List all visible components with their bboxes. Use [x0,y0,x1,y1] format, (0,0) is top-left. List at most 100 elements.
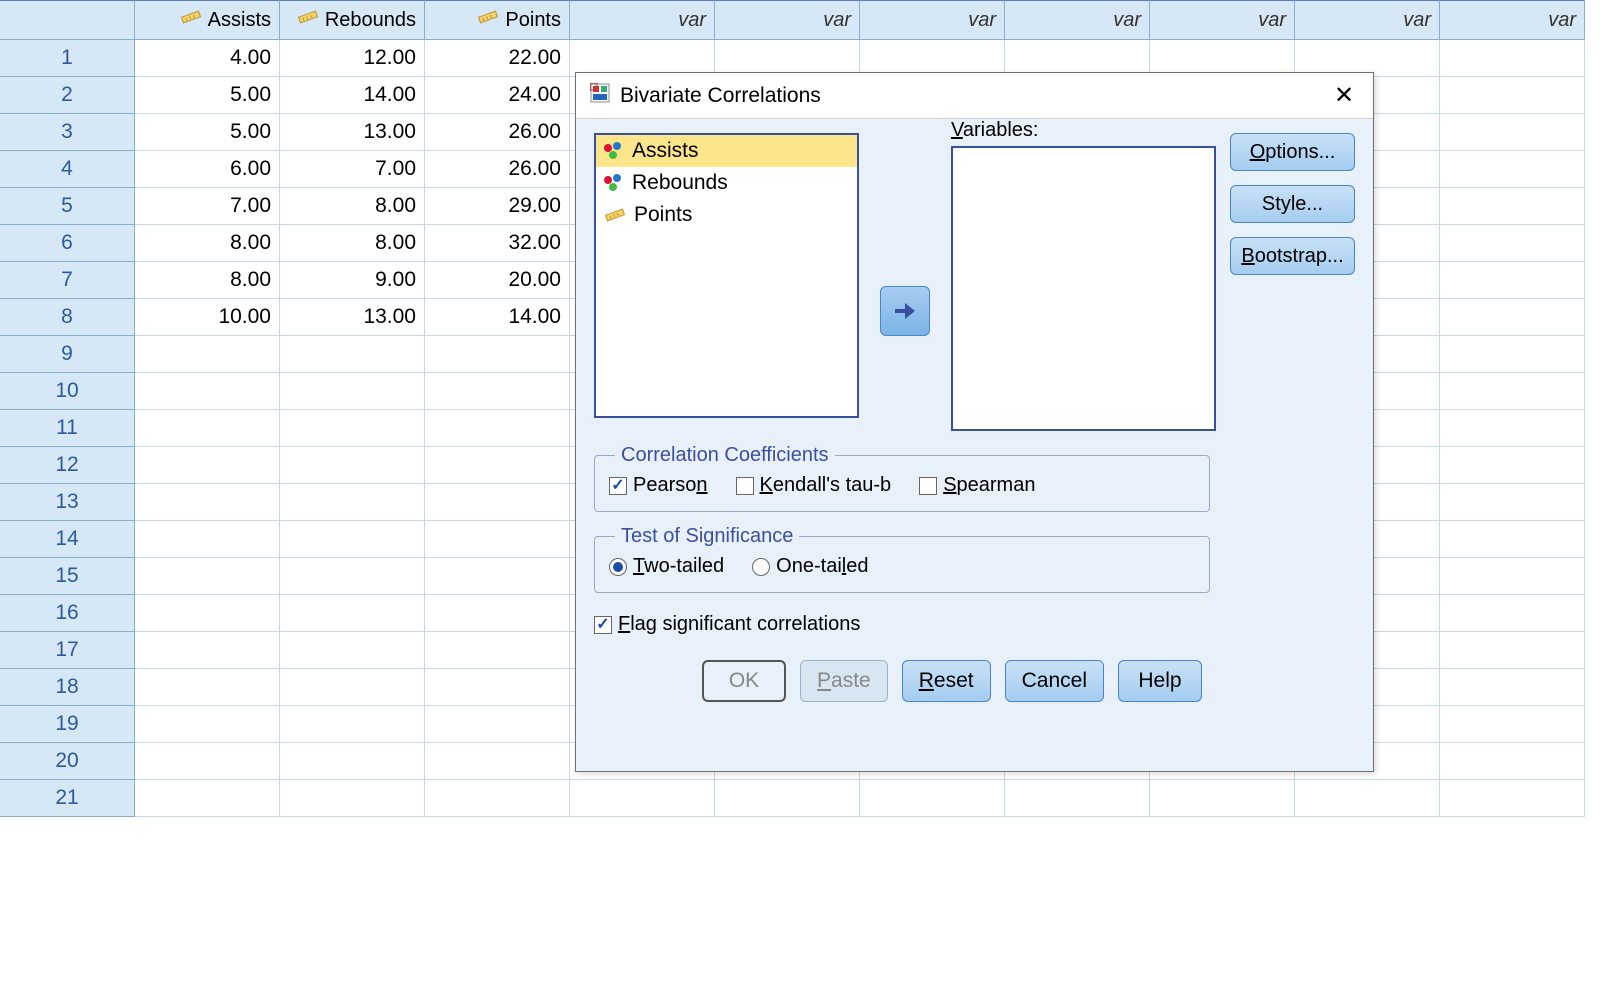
source-variable-list[interactable]: AssistsReboundsPoints [594,133,859,418]
cell[interactable] [860,780,1005,817]
cell[interactable] [425,410,570,447]
column-header[interactable]: Rebounds [280,0,425,40]
variable-item[interactable]: Assists [596,135,857,167]
cell[interactable] [425,484,570,521]
cell[interactable]: 4.00 [135,40,280,77]
cell[interactable] [425,706,570,743]
cell[interactable] [425,447,570,484]
row-header[interactable]: 1 [0,40,135,77]
cell[interactable] [1440,595,1585,632]
cell[interactable] [135,743,280,780]
column-header-empty[interactable]: var [570,0,715,40]
cell[interactable]: 26.00 [425,151,570,188]
column-header-empty[interactable]: var [1005,0,1150,40]
cell[interactable] [1440,780,1585,817]
radio-one-tailed[interactable]: One-tailed [752,555,868,578]
cell[interactable] [1440,299,1585,336]
cell[interactable] [280,558,425,595]
column-header-empty[interactable]: var [1150,0,1295,40]
column-header[interactable]: Assists [135,0,280,40]
cell[interactable] [135,706,280,743]
column-header-empty[interactable]: var [715,0,860,40]
cell[interactable] [1440,40,1585,77]
row-header[interactable]: 21 [0,780,135,817]
column-header[interactable]: Points [425,0,570,40]
cell[interactable] [135,558,280,595]
cell[interactable] [280,632,425,669]
cell[interactable] [135,632,280,669]
cell[interactable] [715,780,860,817]
cell[interactable] [425,780,570,817]
cell[interactable]: 32.00 [425,225,570,262]
radio-two-tailed[interactable]: Two-tailed [609,555,724,578]
cell[interactable] [425,336,570,373]
cell[interactable] [1440,114,1585,151]
cell[interactable] [280,706,425,743]
cell[interactable]: 5.00 [135,77,280,114]
cell[interactable] [135,336,280,373]
cell[interactable] [1440,262,1585,299]
cell[interactable] [425,558,570,595]
cell[interactable] [1150,780,1295,817]
cell[interactable] [280,447,425,484]
cell[interactable] [280,521,425,558]
cell[interactable] [1440,521,1585,558]
row-header[interactable]: 11 [0,410,135,447]
cell[interactable]: 12.00 [280,40,425,77]
cell[interactable] [570,780,715,817]
cell[interactable] [425,632,570,669]
cell[interactable] [1440,743,1585,780]
reset-button[interactable]: Reset [902,660,991,702]
cell[interactable]: 29.00 [425,188,570,225]
cell[interactable] [1295,780,1440,817]
checkbox-spearman[interactable]: Spearman [919,474,1035,497]
cell[interactable] [135,669,280,706]
options-button[interactable]: Options... [1230,133,1355,171]
bootstrap-button[interactable]: Bootstrap... [1230,237,1355,275]
cell[interactable]: 22.00 [425,40,570,77]
row-header[interactable]: 20 [0,743,135,780]
cell[interactable] [280,780,425,817]
column-header-empty[interactable]: var [860,0,1005,40]
cell[interactable] [280,484,425,521]
row-header[interactable]: 4 [0,151,135,188]
row-header[interactable]: 8 [0,299,135,336]
cell[interactable]: 13.00 [280,299,425,336]
row-header[interactable]: 6 [0,225,135,262]
cell[interactable]: 13.00 [280,114,425,151]
cell[interactable] [1440,373,1585,410]
cell[interactable] [1440,484,1585,521]
row-header[interactable]: 9 [0,336,135,373]
cell[interactable] [1440,447,1585,484]
cell[interactable] [135,410,280,447]
cell[interactable] [135,484,280,521]
cell[interactable]: 5.00 [135,114,280,151]
column-header-empty[interactable]: var [1295,0,1440,40]
close-icon[interactable]: ✕ [1329,81,1359,110]
row-header[interactable]: 7 [0,262,135,299]
cell[interactable] [280,336,425,373]
row-header[interactable]: 17 [0,632,135,669]
cell[interactable]: 14.00 [425,299,570,336]
target-variable-list[interactable] [951,146,1216,431]
row-header[interactable]: 13 [0,484,135,521]
cell[interactable]: 8.00 [280,225,425,262]
cell[interactable] [1440,706,1585,743]
row-header[interactable]: 19 [0,706,135,743]
checkbox-kendall-s-tau-b[interactable]: Kendall's tau-b [736,474,892,497]
cell[interactable] [135,447,280,484]
cell[interactable]: 9.00 [280,262,425,299]
cell[interactable] [135,595,280,632]
cell[interactable] [1440,669,1585,706]
cell[interactable]: 10.00 [135,299,280,336]
cell[interactable] [1440,410,1585,447]
cell[interactable] [280,669,425,706]
checkbox-pearson[interactable]: Pearson [609,474,708,497]
cell[interactable]: 7.00 [280,151,425,188]
cell[interactable]: 8.00 [280,188,425,225]
row-header[interactable]: 15 [0,558,135,595]
cell[interactable] [1440,558,1585,595]
row-header[interactable]: 14 [0,521,135,558]
cell[interactable] [280,743,425,780]
cell[interactable] [425,595,570,632]
